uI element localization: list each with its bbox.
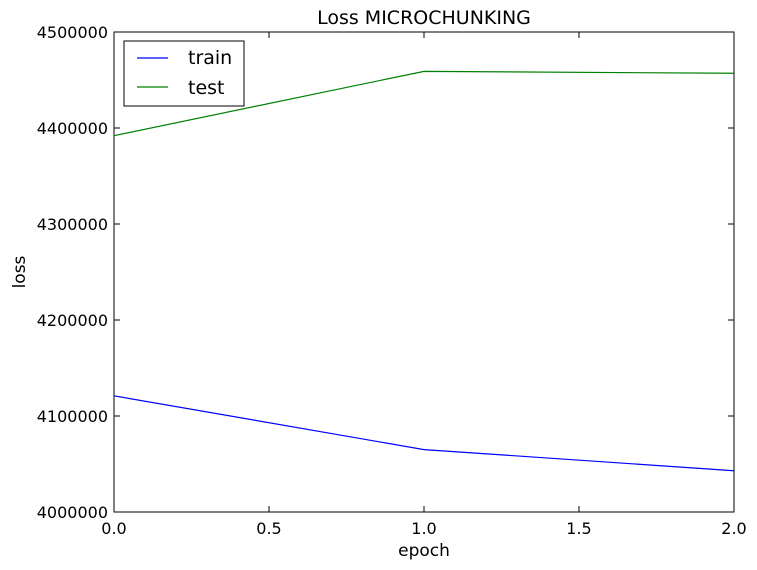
series-line-train [113,395,735,472]
y-tick-label: 4200000 [37,311,108,330]
legend: train test [123,40,245,107]
y-axis-label: loss [10,255,30,288]
y-tick-label: 4000000 [37,503,108,522]
plot-area [113,31,735,513]
y-tick-labels: 4000000 4100000 4200000 4300000 4400000 45000… [37,23,108,522]
y-tick-label: 4500000 [37,23,108,42]
y-tick-label: 4400000 [37,119,108,138]
series-line-test [113,70,735,137]
x-tick-label: 0.0 [101,519,126,538]
x-axis-label: epoch [398,541,450,561]
legend-label-train: train [188,47,232,69]
chart-title: Loss MICROCHUNKING [317,7,531,29]
legend-frame [123,40,245,107]
x-tick-label: 2.0 [721,519,746,538]
x-tick-label: 0.5 [256,519,281,538]
x-tick-label: 1.5 [566,519,591,538]
plot-frame [113,31,735,513]
y-tick-label: 4300000 [37,215,108,234]
x-tick-label: 1.0 [411,519,436,538]
y-tick-label: 4100000 [37,407,108,426]
x-tick-labels: 0.0 0.5 1.0 1.5 2.0 [101,519,746,538]
legend-label-test: test [188,77,225,99]
